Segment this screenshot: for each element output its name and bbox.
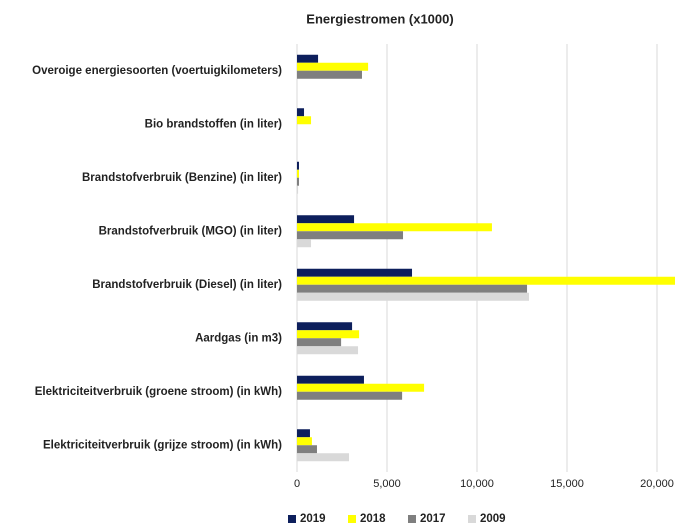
legend-swatch — [408, 515, 416, 523]
bar — [297, 268, 413, 277]
bar — [297, 292, 530, 301]
bar — [297, 215, 355, 224]
y-tick-label: Brandstofverbruik (Benzine) (in liter) — [82, 172, 282, 184]
bar — [297, 239, 312, 248]
legend-label: 2019 — [300, 513, 326, 525]
bar — [297, 375, 364, 384]
bar — [297, 391, 403, 400]
bar — [297, 276, 675, 285]
bar — [297, 338, 342, 347]
legend-swatch — [288, 515, 296, 523]
y-tick-label: Elektriciteitverbruik (groene stroom) (i… — [35, 386, 282, 398]
x-tick-label: 20,000 — [640, 478, 674, 490]
bar — [297, 116, 312, 125]
y-tick-label: Overoige energiesoorten (voertuigkilomet… — [32, 65, 282, 77]
legend-swatch — [468, 515, 476, 523]
legend-label: 2009 — [480, 513, 506, 525]
bar — [297, 383, 425, 392]
legend-label: 2018 — [360, 513, 386, 525]
bar — [297, 177, 299, 186]
bar — [297, 284, 528, 293]
bar — [297, 437, 312, 446]
bar — [297, 223, 492, 232]
bar — [297, 169, 299, 178]
bar — [297, 54, 319, 63]
bar — [297, 231, 404, 240]
legend-swatch — [348, 515, 356, 523]
legend-label: 2017 — [420, 513, 446, 525]
x-tick-label: 0 — [294, 478, 300, 490]
y-tick-label: Elektriciteitverbruik (grijze stroom) (i… — [43, 439, 282, 451]
y-tick-label: Bio brandstoffen (in liter) — [145, 118, 283, 130]
bar — [297, 62, 369, 71]
bar — [297, 445, 317, 454]
bar — [297, 161, 299, 170]
y-tick-label: Brandstofverbruik (MGO) (in liter) — [99, 225, 283, 237]
bar — [297, 185, 299, 194]
bar — [297, 330, 360, 339]
bar — [297, 108, 305, 117]
x-tick-label: 15,000 — [550, 478, 584, 490]
x-tick-label: 5,000 — [373, 478, 401, 490]
y-tick-label: Brandstofverbruik (Diesel) (in liter) — [92, 279, 282, 291]
bar — [297, 429, 310, 438]
bar — [297, 322, 353, 331]
chart-title: Energiestromen (x1000) — [306, 11, 453, 26]
bar — [297, 70, 362, 79]
bar — [297, 453, 350, 462]
bar — [297, 346, 359, 355]
y-tick-label: Aardgas (in m3) — [195, 332, 282, 344]
x-tick-label: 10,000 — [460, 478, 494, 490]
